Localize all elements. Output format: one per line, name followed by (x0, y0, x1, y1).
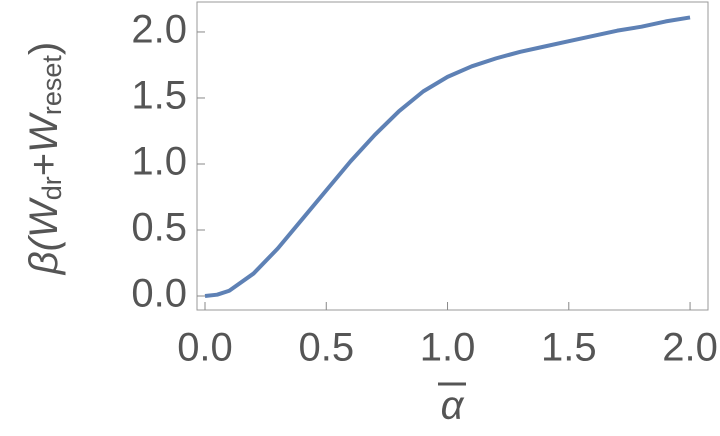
y-tick-label: 2.0 (131, 8, 187, 52)
x-tick-label: 1.5 (541, 326, 597, 370)
x-tick-label: 2.0 (662, 326, 718, 370)
y-tick-label: 0.0 (131, 272, 187, 316)
x-tick-label: 1.0 (420, 326, 476, 370)
x-tick-label: 0.0 (177, 326, 233, 370)
x-axis-label: α (441, 384, 465, 428)
plot-frame (196, 1, 709, 311)
y-label-part: dr (37, 176, 67, 200)
y-label-part: β( (22, 234, 66, 275)
y-label-part: ) (22, 42, 66, 55)
data-line (204, 15, 691, 298)
y-tick-label: 1.5 (131, 74, 187, 118)
y-label-part: + (22, 153, 66, 176)
y-label-part: W (22, 112, 66, 153)
y-tick-label: 0.5 (131, 206, 187, 250)
y-label-part: reset (37, 55, 67, 116)
y-label-part: W (22, 197, 66, 238)
y-axis-label: β(Wdr+Wreset) (22, 42, 68, 275)
y-tick-label: 1.0 (131, 140, 187, 184)
x-tick-label: 0.5 (298, 326, 354, 370)
